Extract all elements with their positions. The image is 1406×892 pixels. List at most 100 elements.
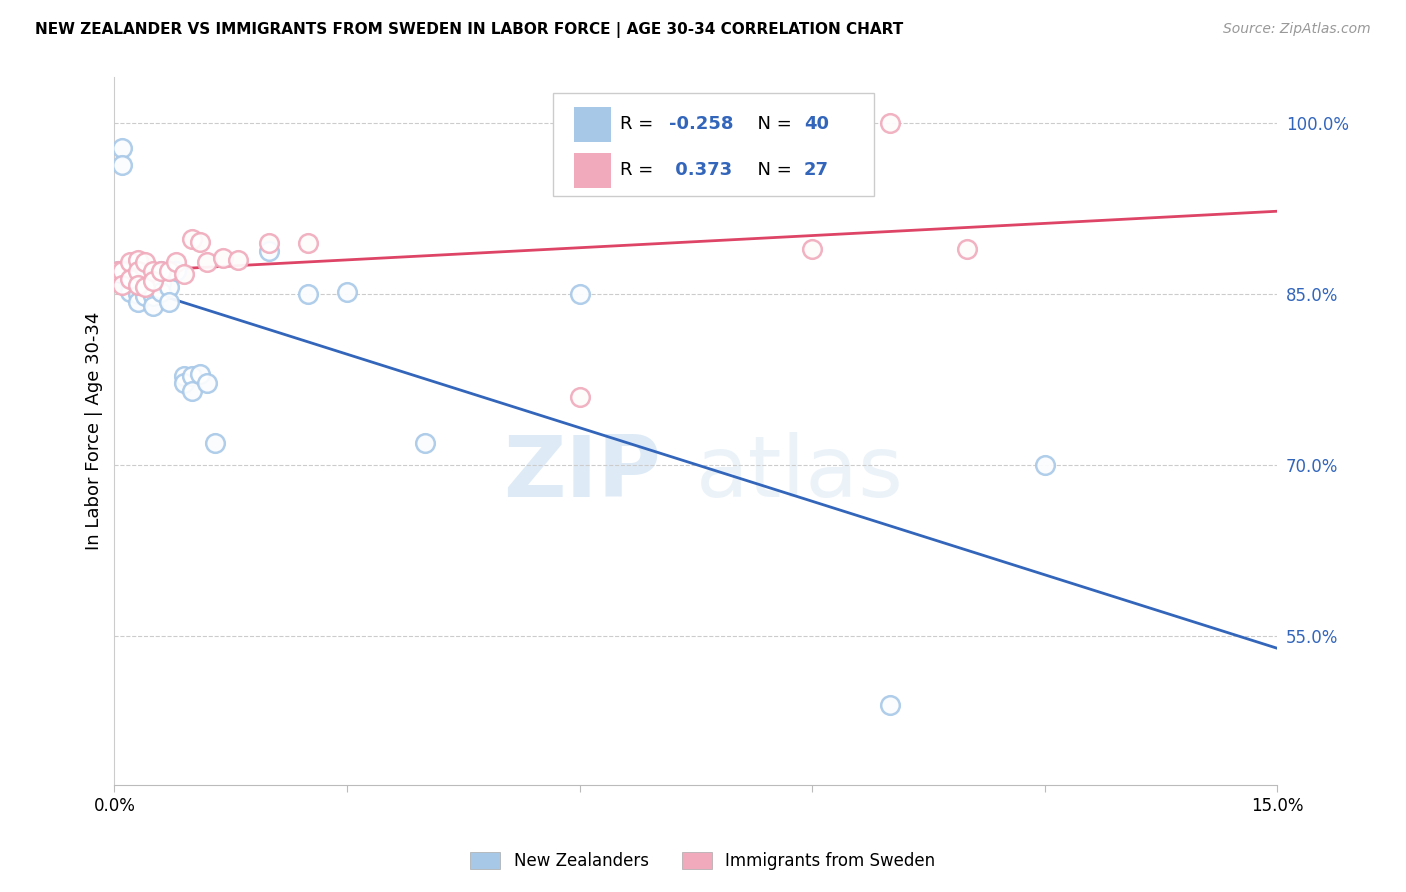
Point <box>127 287 149 301</box>
Point <box>173 267 195 281</box>
Point <box>228 252 250 267</box>
Point <box>173 267 195 281</box>
Point <box>165 264 187 278</box>
Point <box>134 281 156 295</box>
Point <box>413 435 436 450</box>
Point <box>142 273 165 287</box>
Point <box>165 255 187 269</box>
Point <box>149 264 172 278</box>
Point <box>111 141 134 155</box>
Text: atlas: atlas <box>696 432 904 515</box>
Point <box>297 235 319 250</box>
Point <box>188 235 211 249</box>
Text: 27: 27 <box>804 161 830 179</box>
Point <box>879 116 901 130</box>
Point <box>107 264 129 278</box>
Point <box>413 435 436 450</box>
Text: N =: N = <box>747 161 797 179</box>
Point <box>188 367 211 381</box>
Point <box>142 289 165 303</box>
Point <box>134 280 156 294</box>
Text: 40: 40 <box>804 115 830 134</box>
Point <box>212 251 235 265</box>
Point <box>1033 458 1056 473</box>
Point <box>134 289 156 303</box>
Point <box>197 255 219 269</box>
Point <box>118 264 141 278</box>
Point <box>127 264 149 278</box>
Point <box>134 280 156 294</box>
Y-axis label: In Labor Force | Age 30-34: In Labor Force | Age 30-34 <box>86 312 103 550</box>
Point <box>149 285 172 299</box>
Point <box>165 264 187 278</box>
Point <box>157 280 180 294</box>
Point <box>111 158 134 172</box>
Point <box>188 235 211 249</box>
Point <box>568 287 591 301</box>
Point <box>127 273 149 287</box>
Point <box>879 116 901 130</box>
Point <box>127 252 149 267</box>
Point <box>181 384 204 399</box>
Point <box>134 264 156 278</box>
Point <box>157 264 180 278</box>
Point <box>173 376 195 391</box>
Point <box>149 276 172 290</box>
Point <box>118 272 141 286</box>
Point <box>127 264 149 278</box>
Point <box>107 264 129 278</box>
Point <box>181 232 204 246</box>
Point <box>142 273 165 287</box>
Point <box>134 289 156 303</box>
Point <box>297 235 319 250</box>
Point <box>111 278 134 293</box>
Point <box>1033 458 1056 473</box>
Text: -0.258: -0.258 <box>669 115 734 134</box>
Text: ZIP: ZIP <box>503 432 661 515</box>
Point <box>118 276 141 290</box>
Point <box>204 435 226 450</box>
Point <box>127 287 149 301</box>
Point <box>181 384 204 399</box>
Point <box>127 252 149 267</box>
Point <box>142 273 165 287</box>
Point <box>127 295 149 310</box>
Point <box>259 235 281 250</box>
Point <box>568 287 591 301</box>
Point <box>956 242 979 256</box>
Point <box>142 281 165 295</box>
Point <box>801 242 824 256</box>
Point <box>173 376 195 391</box>
Point <box>181 232 204 246</box>
Point <box>118 255 141 269</box>
Point <box>157 295 180 310</box>
Point <box>149 276 172 290</box>
Point <box>142 264 165 278</box>
Point <box>134 264 156 278</box>
Point <box>568 390 591 404</box>
Point <box>127 280 149 294</box>
Point <box>181 369 204 384</box>
Point <box>336 285 359 299</box>
Point <box>142 299 165 313</box>
Point <box>228 252 250 267</box>
Point <box>149 264 172 278</box>
Point <box>142 299 165 313</box>
Point <box>181 369 204 384</box>
Point <box>173 369 195 384</box>
Legend: New Zealanders, Immigrants from Sweden: New Zealanders, Immigrants from Sweden <box>464 845 942 877</box>
Point <box>127 264 149 278</box>
Point <box>118 255 141 269</box>
Text: Source: ZipAtlas.com: Source: ZipAtlas.com <box>1223 22 1371 37</box>
Point <box>134 255 156 269</box>
Point <box>149 264 172 278</box>
Point <box>188 367 211 381</box>
Text: N =: N = <box>747 115 797 134</box>
Point <box>118 272 141 286</box>
FancyBboxPatch shape <box>574 153 612 187</box>
Point <box>259 244 281 258</box>
Point <box>157 295 180 310</box>
FancyBboxPatch shape <box>574 107 612 142</box>
Point <box>111 158 134 172</box>
Text: 0.373: 0.373 <box>669 161 733 179</box>
